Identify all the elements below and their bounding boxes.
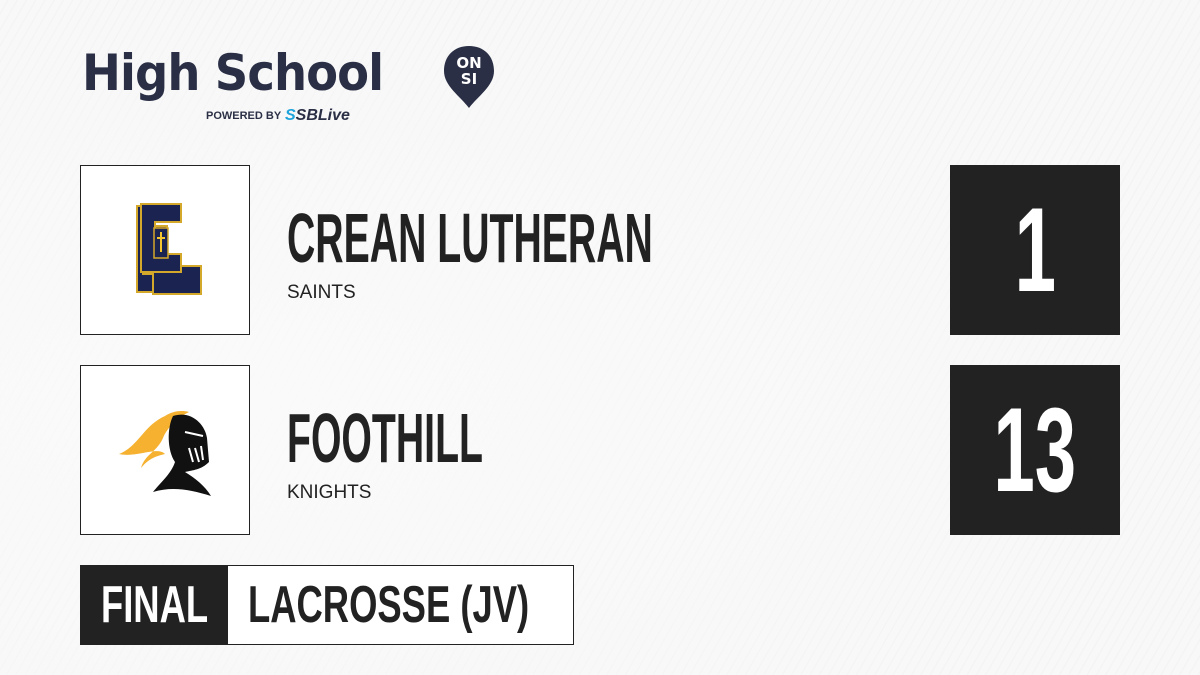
high-school-on-si-logo: High School ON SI POWERED BY SSBLive	[82, 44, 494, 124]
on-si-pin-icon: ON SI	[444, 46, 494, 108]
sbl-mark: S	[285, 107, 296, 124]
crean-lutheran-cl-icon	[136, 203, 202, 295]
score-value: 13	[993, 383, 1077, 517]
team-name: CREAN LUTHERAN	[287, 199, 653, 277]
sport-label-box: LACROSSE (JV)	[228, 566, 650, 644]
team-mascot: SAINTS	[287, 282, 356, 303]
sblive-logo: SSBLive	[285, 107, 350, 125]
logo-title: High School	[82, 44, 384, 102]
sbl-text: SBLive	[295, 107, 350, 124]
team-score: 13	[950, 365, 1120, 535]
powered-by-label: POWERED BY	[206, 110, 282, 122]
status-badge: FINAL	[81, 566, 228, 644]
team-logo-foothill	[80, 365, 250, 535]
status-label: FINAL	[100, 576, 209, 634]
sport-label: LACROSSE (JV)	[248, 576, 530, 634]
team-score: 1	[950, 165, 1120, 335]
game-status-bar: FINAL LACROSSE (JV)	[80, 565, 574, 645]
badge-top: ON	[456, 54, 481, 72]
team-logo-crean-lutheran	[80, 165, 250, 335]
team-name: FOOTHILL	[287, 399, 483, 477]
score-value: 1	[1014, 183, 1056, 317]
team-mascot: KNIGHTS	[287, 482, 372, 503]
foothill-knight-icon	[119, 411, 211, 496]
badge-bottom: SI	[461, 70, 477, 88]
